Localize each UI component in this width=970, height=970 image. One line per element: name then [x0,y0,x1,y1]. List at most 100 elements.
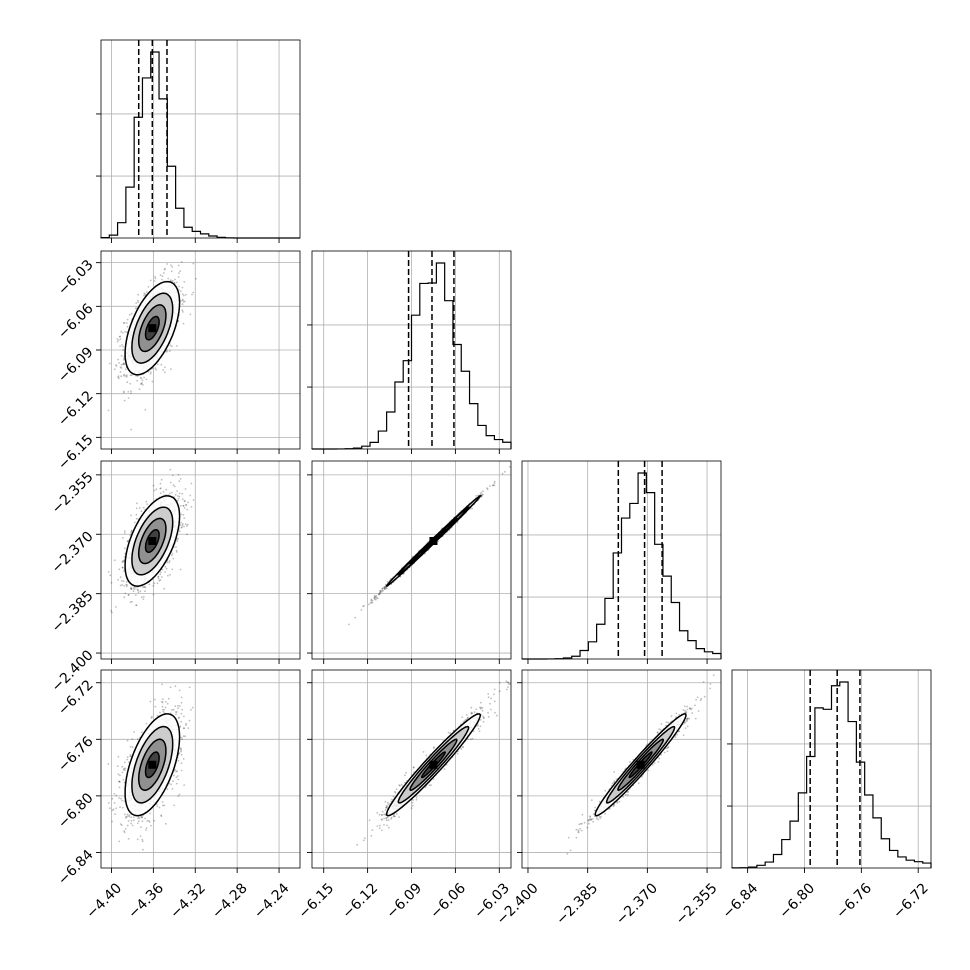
scatter-point [493,484,496,487]
scatter-point [195,277,197,280]
scatter-point [136,588,139,591]
scatter-point [181,708,184,711]
scatter-point [157,576,160,578]
scatter-point [182,294,185,297]
scatter-point [370,598,373,601]
scatter-point [111,797,114,800]
scatter-point [157,577,160,580]
scatter-point [166,561,169,564]
scatter-point [173,281,176,284]
scatter-point [383,588,386,590]
scatter-point [170,491,173,494]
scatter-point [111,820,114,823]
y-tick-label-1-0: −6.15 [55,432,97,474]
scatter-point [178,480,181,483]
scatter-point [166,702,169,705]
scatter-point [121,584,124,586]
scatter-point [126,381,129,384]
scatter-point [183,499,186,502]
scatter-point [114,606,117,608]
scatter-body [107,468,195,614]
scatter-point [363,605,365,607]
scatter-point [160,487,162,489]
scatter-point [162,490,165,493]
scatter-point [184,500,186,503]
scatter-point [186,533,188,536]
scatter-point [130,822,132,825]
scatter-point [480,495,483,498]
scatter-point [482,493,484,496]
scatter-point [161,683,164,686]
scatter-point [140,596,143,599]
scatter-point [185,504,188,506]
scatter-point [108,362,111,365]
scatter-point [130,390,132,392]
scatter-point [379,590,382,593]
scatter-point [174,278,176,281]
scatter-point [135,302,138,304]
scatter-point [130,586,132,589]
scatter-point [116,340,119,343]
scatter-point [139,835,142,837]
scatter-point [379,589,382,592]
scatter-point [170,368,172,370]
scatter-point [130,588,133,590]
scatter-point [378,593,380,596]
scatter-point [136,502,138,505]
scatter-point [148,821,151,823]
scatter-point [135,604,138,606]
scatter-point [126,758,129,761]
scatter-point [154,275,156,278]
scatter-point [141,382,144,384]
scatter-point [141,816,143,819]
scatter-point [191,293,193,296]
scatter-point [159,571,162,574]
scatter-point [129,754,132,756]
scatter-point [178,495,181,498]
scatter-point [169,492,171,495]
scatter-point [125,374,128,377]
scatter-point [153,582,156,585]
scatter-point [123,570,125,572]
scatter-point [107,571,110,573]
scatter-point [373,598,376,600]
scatter-point [456,522,459,524]
scatter-point [136,375,139,377]
scatter-point [129,745,132,748]
scatter-point [384,587,387,590]
scatter-point [118,362,120,364]
scatter-point [133,588,136,591]
scatter-point [122,322,125,324]
panel-frame [100,39,301,239]
scatter-point [168,560,171,562]
scatter-point [117,375,120,377]
scatter-point [170,554,173,557]
scatter-point [378,593,381,596]
scatter-point [122,363,124,365]
scatter-point [163,272,165,274]
scatter-point [181,286,184,289]
scatter-point [123,359,125,361]
scatter-point [180,526,183,529]
scatter-point [140,382,143,385]
scatter-point [115,364,117,366]
scatter-point [173,804,176,807]
scatter-point [127,594,130,596]
scatter-point [169,573,171,576]
scatter-point [137,301,140,304]
scatter-point [186,508,189,511]
scatter-point [509,466,511,468]
scatter-point [177,276,180,278]
scatter-body [107,261,197,431]
scatter-point [174,685,177,688]
scatter-point [156,363,159,366]
scatter-point [160,576,163,578]
scatter-point [176,490,179,492]
scatter-point [132,586,135,589]
hist-panel-1 [307,250,512,454]
scatter-point [129,374,132,377]
scatter-point [182,322,185,325]
scatter-point [174,768,177,771]
scatter-point [119,823,122,825]
scatter-point [373,594,376,597]
